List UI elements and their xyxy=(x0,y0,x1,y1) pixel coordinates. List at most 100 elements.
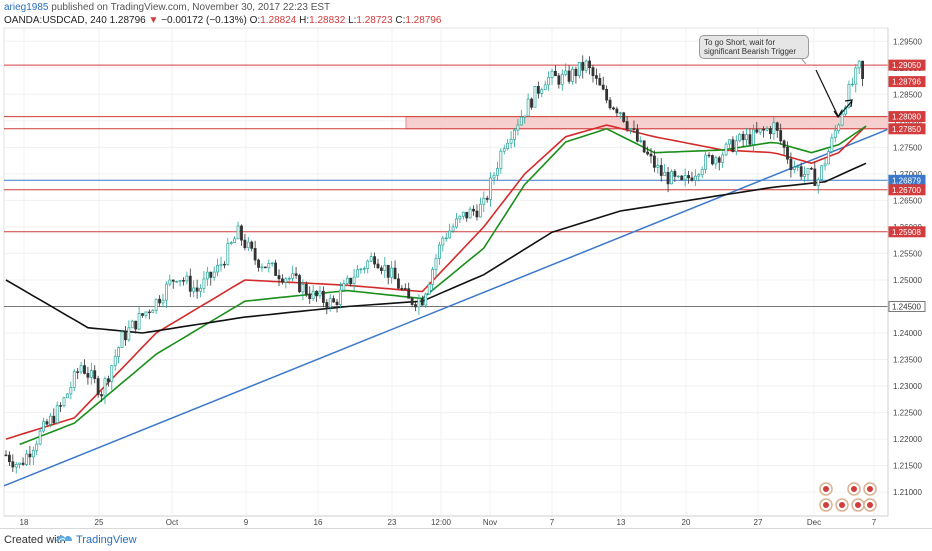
candle-body xyxy=(468,208,472,219)
candle-body xyxy=(714,157,718,165)
candle-body xyxy=(482,197,486,205)
candle-body xyxy=(308,293,312,299)
candle-body xyxy=(649,153,653,157)
candle-body xyxy=(823,163,827,167)
price-label-box xyxy=(888,59,926,71)
candle-body xyxy=(861,60,864,79)
candle-body xyxy=(830,137,834,152)
candle-body xyxy=(400,287,404,290)
candle-body xyxy=(533,86,537,108)
candle-body xyxy=(345,277,349,284)
candle-body xyxy=(106,378,110,382)
candle-body xyxy=(147,311,151,314)
price-axis[interactable]: 1.295001.290001.285001.280001.275001.270… xyxy=(887,28,922,516)
candle-body xyxy=(659,165,663,176)
candle-body xyxy=(448,230,452,239)
candle-body xyxy=(328,298,332,308)
candle-body xyxy=(543,84,547,91)
candle-body xyxy=(311,290,315,299)
event-flag-dot xyxy=(867,502,873,508)
candle-body xyxy=(117,347,121,358)
candle-body xyxy=(28,453,32,458)
author-link[interactable]: arieg1985 xyxy=(4,2,49,13)
down-arrow xyxy=(815,69,839,117)
ma-line xyxy=(5,162,867,334)
candle-body xyxy=(226,243,230,265)
candle-body xyxy=(625,121,629,130)
candle-body xyxy=(748,134,752,145)
candle-body xyxy=(536,86,540,94)
candle-body xyxy=(171,279,175,282)
annotation-text: To go Short, wait for significant Bearis… xyxy=(704,38,797,56)
candle-body xyxy=(188,275,192,292)
ohlc-line: OANDA:USDCAD, 240 1.28796 ▼ −0.00172 (−0… xyxy=(4,15,442,26)
price-tick-label: 1.21500 xyxy=(893,462,922,471)
horizontal-levels xyxy=(4,64,888,307)
candle-body xyxy=(298,275,301,293)
ascending-trendline[interactable] xyxy=(3,128,889,487)
candle-body xyxy=(356,269,359,278)
candle-body xyxy=(144,311,148,316)
candle-body xyxy=(574,68,578,77)
candle-body xyxy=(465,211,469,219)
time-tick-label: 9 xyxy=(244,518,249,527)
time-tick-label: 13 xyxy=(617,518,626,527)
plot-area xyxy=(3,27,889,517)
tradingview-brand[interactable]: TradingView xyxy=(76,534,137,546)
candle-body xyxy=(25,453,28,465)
event-flag-dot xyxy=(823,486,829,492)
last-price: 1.28796 xyxy=(109,15,146,26)
price-label-text: 1.29050 xyxy=(892,61,921,70)
candle-body xyxy=(629,128,632,130)
candle-body xyxy=(724,143,728,156)
candle-body xyxy=(492,174,496,179)
candle-body xyxy=(260,266,264,269)
low-value: 1.28723 xyxy=(356,15,393,26)
candle-body xyxy=(673,171,677,177)
candle-body xyxy=(164,283,168,301)
annotation-callout[interactable]: To go Short, wait for significant Bearis… xyxy=(699,35,809,59)
candle-body xyxy=(526,98,530,117)
candle-body xyxy=(427,284,431,295)
candle-body xyxy=(646,151,649,155)
tradingview-logo-icon[interactable] xyxy=(55,532,73,551)
candle-body xyxy=(557,75,561,85)
candle-body xyxy=(782,140,786,148)
resistance-zone-rect xyxy=(405,116,889,130)
candle-body xyxy=(840,113,844,126)
candle-body xyxy=(386,264,390,278)
candle-body xyxy=(792,167,796,170)
time-tick-label: 25 xyxy=(95,518,104,527)
time-tick-label: Oct xyxy=(166,518,179,527)
candle-body xyxy=(417,298,421,308)
candle-body xyxy=(366,260,370,269)
candle-body xyxy=(236,225,240,240)
candle-body xyxy=(588,60,591,68)
candle-body xyxy=(854,67,858,85)
candle-body xyxy=(168,279,172,285)
price-label-text: 1.28796 xyxy=(892,78,921,87)
candle-body xyxy=(697,174,701,177)
candle-body xyxy=(789,158,793,170)
up-arrow-head xyxy=(844,99,853,108)
time-tick-label: 18 xyxy=(20,518,29,527)
candle-body xyxy=(728,139,731,145)
price-tick-label: 1.23500 xyxy=(893,356,922,365)
high-label: H: xyxy=(299,15,310,26)
price-chart[interactable]: 1.295001.290001.285001.280001.275001.270… xyxy=(0,0,932,528)
chart-grid xyxy=(3,27,889,517)
time-tick-label: 20 xyxy=(682,518,691,527)
candle-body xyxy=(352,276,356,284)
candle-body xyxy=(547,77,551,86)
candle-body xyxy=(690,177,694,181)
candle-body xyxy=(502,148,506,152)
candle-body xyxy=(270,262,274,265)
time-axis[interactable]: 18 25 Oct 9 16 23 12:00 Nov 7 13 20 27 Dec 7 xyxy=(4,515,888,527)
event-flags[interactable] xyxy=(819,482,877,512)
candle-body xyxy=(632,128,636,130)
price-label-text: 1.26879 xyxy=(892,176,921,185)
candle-body xyxy=(635,129,639,142)
candle-body xyxy=(195,287,199,292)
candle-body xyxy=(676,175,680,178)
candle-body xyxy=(373,256,376,265)
